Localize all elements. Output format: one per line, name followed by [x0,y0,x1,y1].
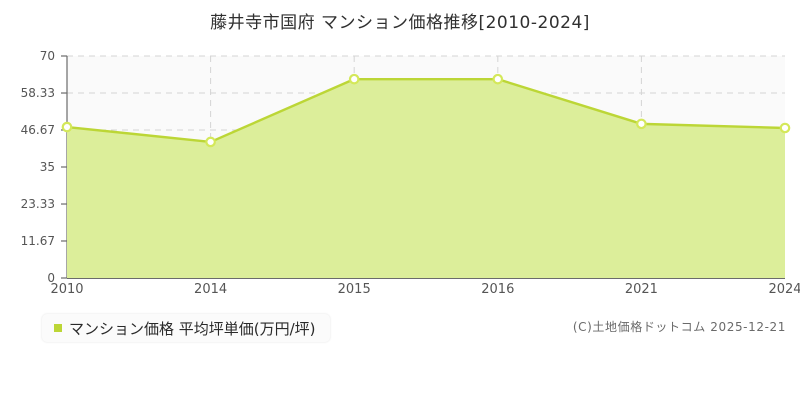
series-line-path [65,77,787,144]
data-point-marker[interactable] [779,122,791,134]
data-point-marker[interactable] [636,118,647,130]
x-axis-tick-label: 2024 [768,282,800,297]
x-axis-tick-label: 2016 [481,282,515,297]
x-axis-tick-label: 2010 [50,282,84,297]
y-axis-tick-label: 58.33 [20,86,55,100]
y-axis-tick-label: 23.33 [20,197,55,211]
chart-title: 藤井寺市国府 マンション価格推移[2010-2024] [210,13,590,33]
square-marker-icon [54,324,62,332]
chart-legend[interactable]: マンション価格 平均坪単価(万円/坪) [42,314,330,342]
data-point-marker[interactable] [205,136,216,148]
y-axis-tick-label: 11.67 [20,233,55,248]
copyright-notice: (C)土地価格ドットコム 2025-12-21 [572,320,786,334]
legend-item-label: マンション価格 平均坪単価(万円/坪) [69,319,316,338]
x-axis-tick-label: 2014 [194,282,228,297]
data-point-marker[interactable] [61,121,73,133]
data-point-marker[interactable] [348,73,360,85]
data-point-markers [61,73,791,148]
area-fill-path [67,79,785,278]
y-axis-tick-label: 0 [47,271,55,285]
x-axis-tick-label: 2021 [624,282,658,297]
y-axis-ticks [61,55,67,279]
y-axis-tick-label: 35 [39,160,55,174]
y-axis-tick-label: 46.67 [20,122,55,137]
data-point-marker[interactable] [492,73,504,85]
y-axis-tick-label: 70 [39,49,55,63]
x-axis-tick-label: 2015 [337,282,371,297]
